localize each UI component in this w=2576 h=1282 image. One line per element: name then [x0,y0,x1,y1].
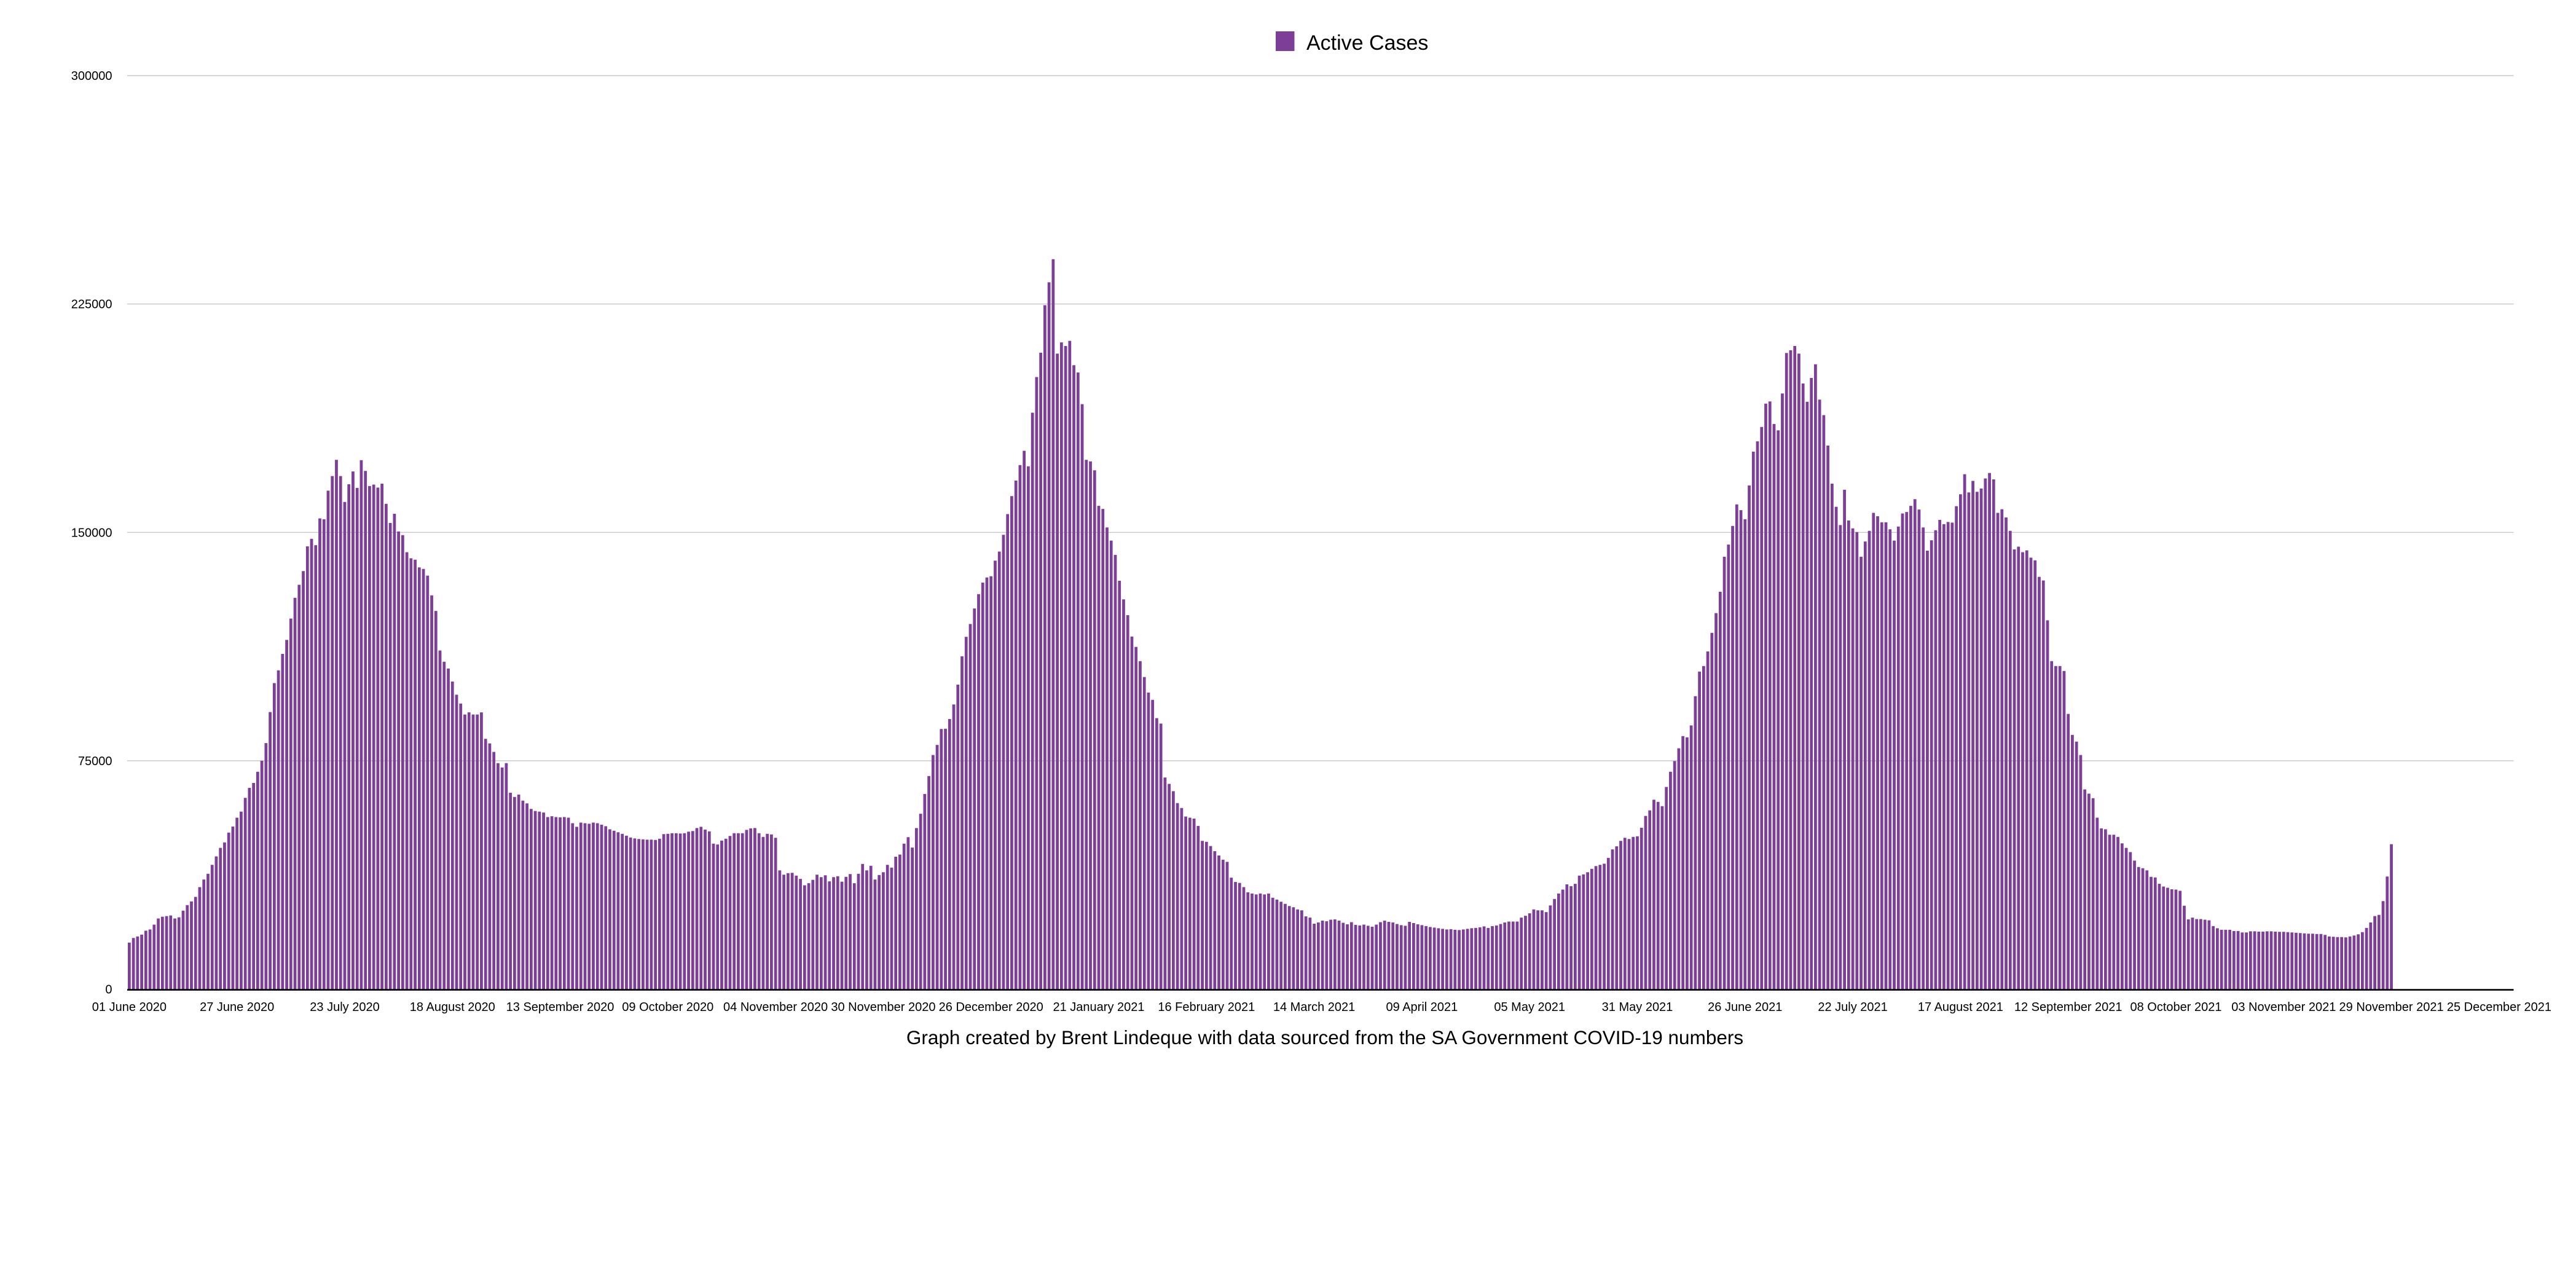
svg-text:0: 0 [105,983,112,997]
svg-text:16 February 2021: 16 February 2021 [1158,1001,1255,1014]
svg-text:08 October 2021: 08 October 2021 [2130,1001,2222,1014]
svg-text:23 July 2020: 23 July 2020 [310,1001,379,1014]
svg-text:225000: 225000 [71,298,112,312]
svg-text:21 January 2021: 21 January 2021 [1053,1001,1144,1014]
svg-text:14 March 2021: 14 March 2021 [1273,1001,1355,1014]
svg-text:17 August 2021: 17 August 2021 [1918,1001,2003,1014]
svg-text:26 June 2021: 26 June 2021 [1708,1001,1782,1014]
svg-text:22 July 2021: 22 July 2021 [1818,1001,1887,1014]
svg-text:04 November 2020: 04 November 2020 [723,1001,828,1014]
svg-text:Graph created by Brent Lindequ: Graph created by Brent Lindeque with dat… [906,1026,1743,1048]
svg-text:150000: 150000 [71,526,112,540]
svg-text:30 November 2020: 30 November 2020 [831,1001,935,1014]
svg-text:300000: 300000 [71,69,112,83]
svg-text:31 May 2021: 31 May 2021 [1602,1001,1673,1014]
svg-text:09 April 2021: 09 April 2021 [1386,1001,1458,1014]
svg-text:13 September 2020: 13 September 2020 [506,1001,615,1014]
svg-text:05 May 2021: 05 May 2021 [1494,1001,1565,1014]
svg-text:03 November 2021: 03 November 2021 [2231,1001,2336,1014]
svg-text:01 June 2020: 01 June 2020 [92,1001,167,1014]
svg-text:18 August 2020: 18 August 2020 [410,1001,495,1014]
svg-text:12 September 2021: 12 September 2021 [2014,1001,2122,1014]
svg-text:09 October 2020: 09 October 2020 [622,1001,713,1014]
svg-text:26 December 2020: 26 December 2020 [939,1001,1043,1014]
svg-text:75000: 75000 [78,755,112,768]
svg-text:27 June 2020: 27 June 2020 [200,1001,274,1014]
svg-text:25 December 2021: 25 December 2021 [2447,1001,2551,1014]
svg-text:Active Cases: Active Cases [1306,31,1428,55]
svg-text:29 November 2021: 29 November 2021 [2339,1001,2444,1014]
